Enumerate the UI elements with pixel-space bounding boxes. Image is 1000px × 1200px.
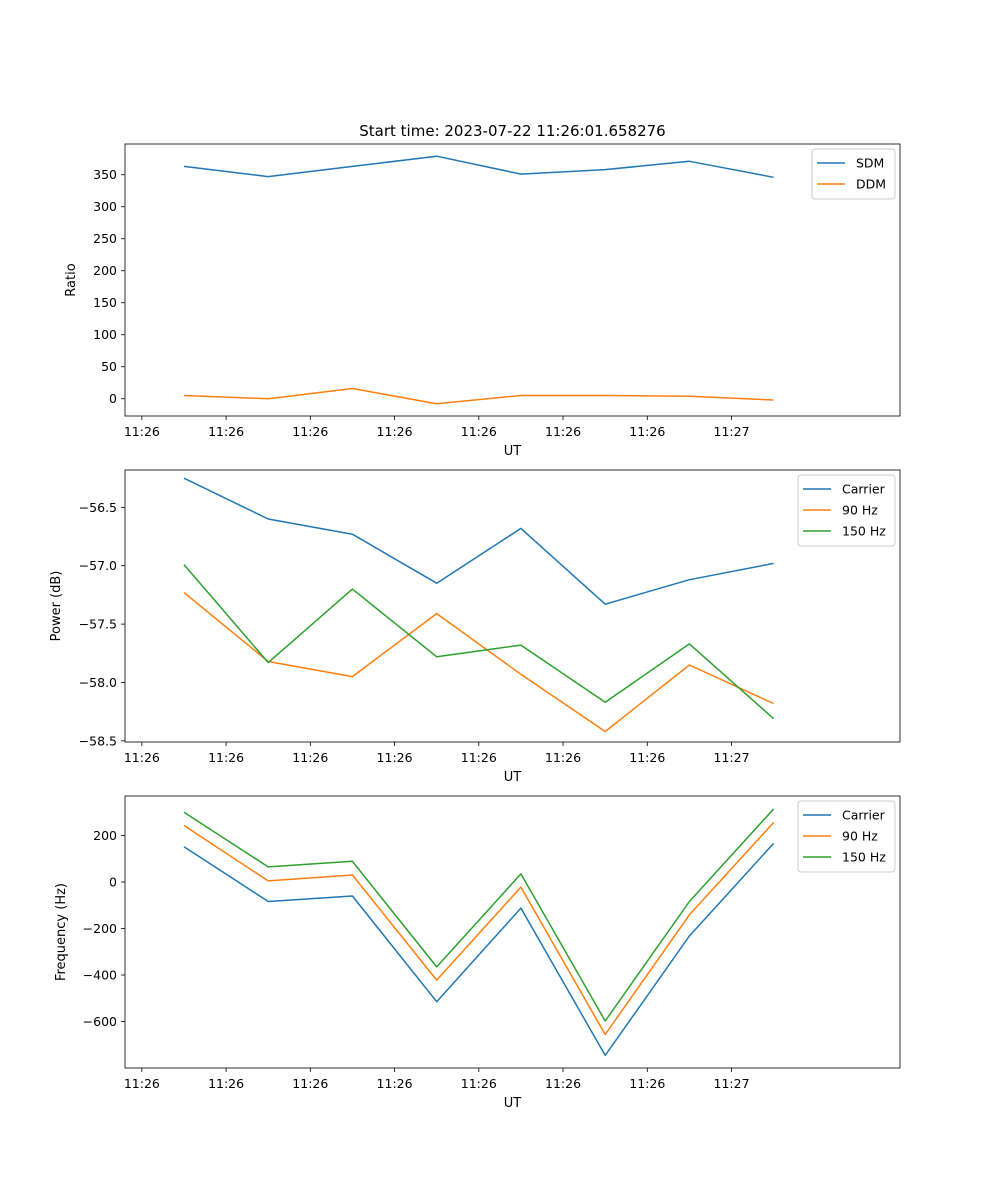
x-tick-label: 11:27 — [714, 750, 750, 765]
chart-panel-1: 11:26 11:26 11:26 11:26 11:26 11:26 11:26 11:27… — [64, 143, 901, 459]
legend: SDM DDM — [811, 148, 896, 200]
series-line-ddm — [183, 387, 774, 405]
series-line-150-hz — [183, 564, 775, 720]
x-tick-label: 11:26 — [208, 1076, 244, 1091]
legend-label: 90 Hz — [842, 829, 878, 844]
series-line-150-hz — [183, 808, 775, 1022]
x-tick-label: 11:27 — [714, 424, 750, 439]
y-tick-label: 350 — [93, 167, 117, 182]
x-tick-label: 11:26 — [545, 1076, 581, 1091]
y-tick-label: 150 — [93, 295, 117, 310]
y-tick-label: −57.0 — [79, 558, 117, 573]
x-axis-label: UT — [504, 1096, 522, 1111]
series-line-90-hz — [183, 592, 774, 733]
x-tick-label: 11:26 — [377, 424, 413, 439]
x-tick-label: 11:26 — [208, 750, 244, 765]
series-line-sdm — [183, 155, 774, 179]
x-tick-label: 11:26 — [377, 750, 413, 765]
y-tick-label: −58.0 — [79, 675, 117, 690]
series-line-carrier — [183, 477, 774, 605]
legend: Carrier 90 Hz 150 Hz — [797, 800, 896, 873]
y-tick-label: −58.5 — [79, 733, 117, 748]
y-tick-label: −200 — [83, 921, 117, 936]
y-axis-label: Power (dB) — [49, 571, 64, 642]
y-tick-label: −600 — [83, 1014, 117, 1029]
x-tick-label: 11:26 — [208, 424, 244, 439]
x-tick-label: 11:26 — [545, 750, 581, 765]
legend-box — [797, 474, 896, 547]
x-tick-label: 11:26 — [629, 750, 665, 765]
x-axis-label: UT — [504, 770, 522, 785]
y-tick-label: 250 — [93, 231, 117, 246]
y-tick-label: −400 — [83, 968, 117, 983]
y-tick-label: −57.5 — [79, 617, 117, 632]
legend-label: Carrier — [842, 482, 886, 497]
plot-frame — [124, 469, 901, 743]
y-tick-label: 50 — [101, 359, 117, 374]
x-tick-label: 11:26 — [292, 1076, 328, 1091]
y-axis-label: Frequency (Hz) — [54, 883, 69, 981]
y-tick-label: −56.5 — [79, 500, 117, 515]
x-tick-label: 11:26 — [461, 750, 497, 765]
x-tick-label: 11:26 — [545, 424, 581, 439]
x-tick-label: 11:26 — [124, 750, 160, 765]
legend-box — [811, 148, 896, 200]
legend-label: SDM — [856, 156, 884, 171]
legend: Carrier 90 Hz 150 Hz — [797, 474, 896, 547]
x-tick-label: 11:26 — [124, 1076, 160, 1091]
y-tick-label: 200 — [93, 263, 117, 278]
chart-panel-3: 11:26 11:26 11:26 11:26 11:26 11:26 11:26 11:27… — [54, 795, 901, 1111]
y-tick-label: 100 — [93, 327, 117, 342]
x-axis-label: UT — [504, 444, 522, 459]
legend-label: 90 Hz — [842, 503, 878, 518]
chart-title: Start time: 2023-07-22 11:26:01.658276 — [359, 122, 665, 140]
y-axis-label: Ratio — [64, 263, 79, 296]
x-tick-label: 11:27 — [714, 1076, 750, 1091]
legend-label: 150 Hz — [842, 524, 886, 539]
legend-label: DDM — [856, 177, 886, 192]
y-tick-label: 200 — [93, 828, 117, 843]
plot-frame — [124, 143, 901, 417]
legend-label: Carrier — [842, 808, 886, 823]
y-tick-label: 0 — [109, 875, 117, 890]
x-tick-label: 11:26 — [461, 424, 497, 439]
series-line-90-hz — [183, 821, 775, 1036]
x-tick-label: 11:26 — [292, 750, 328, 765]
legend-label: 150 Hz — [842, 850, 886, 865]
x-tick-label: 11:26 — [629, 424, 665, 439]
plot-frame — [124, 795, 901, 1069]
x-tick-label: 11:26 — [292, 424, 328, 439]
chart-panel-2: 11:26 11:26 11:26 11:26 11:26 11:26 11:26 11:27… — [49, 469, 901, 785]
y-tick-label: 300 — [93, 199, 117, 214]
legend-box — [797, 800, 896, 873]
x-tick-label: 11:26 — [461, 1076, 497, 1091]
x-tick-label: 11:26 — [124, 424, 160, 439]
y-tick-label: 0 — [109, 391, 117, 406]
series-line-carrier — [183, 842, 775, 1057]
x-tick-label: 11:26 — [629, 1076, 665, 1091]
x-tick-label: 11:26 — [377, 1076, 413, 1091]
